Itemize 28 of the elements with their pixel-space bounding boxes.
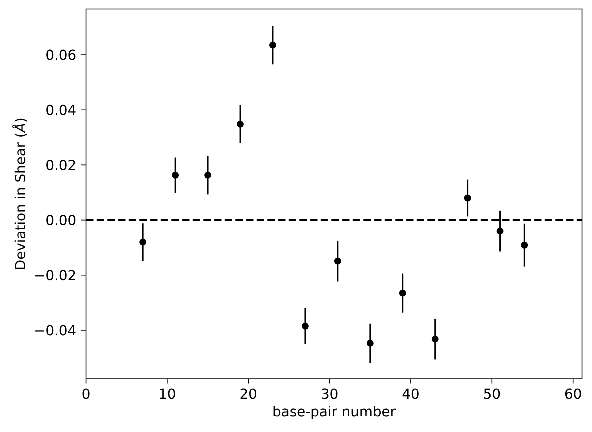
point (521, 242, 528, 249)
x-tick-label: 50 (484, 388, 500, 400)
point (302, 322, 309, 330)
y-tick-label: 0.02 (46, 160, 76, 170)
y-axis-title: Deviation in Shear (Å) (12, 118, 28, 270)
point (399, 290, 406, 297)
x-tick-label: 20 (240, 388, 257, 400)
y-tick-label: 0.04 (46, 104, 76, 116)
point (334, 258, 342, 265)
x-tick-label: 40 (402, 388, 419, 400)
y-tick-label: 0.00 (46, 215, 76, 226)
point (432, 336, 439, 343)
x-axis-title: base-pair number (274, 406, 396, 420)
y-tick-label: −0.04 (36, 325, 76, 336)
point (270, 42, 276, 49)
y-tick-label: −0.02 (36, 270, 76, 281)
point (464, 194, 472, 202)
x-tick-label: 60 (565, 388, 582, 400)
x-tick-label: 0 (82, 388, 90, 400)
point (366, 340, 374, 347)
x-tick-label: 10 (160, 388, 176, 400)
point (204, 172, 212, 179)
point (140, 238, 147, 246)
point (172, 172, 180, 179)
x-tick-label: 30 (322, 388, 338, 400)
point (496, 228, 504, 235)
y-tick-label: 0.06 (46, 50, 76, 60)
point (237, 120, 244, 128)
